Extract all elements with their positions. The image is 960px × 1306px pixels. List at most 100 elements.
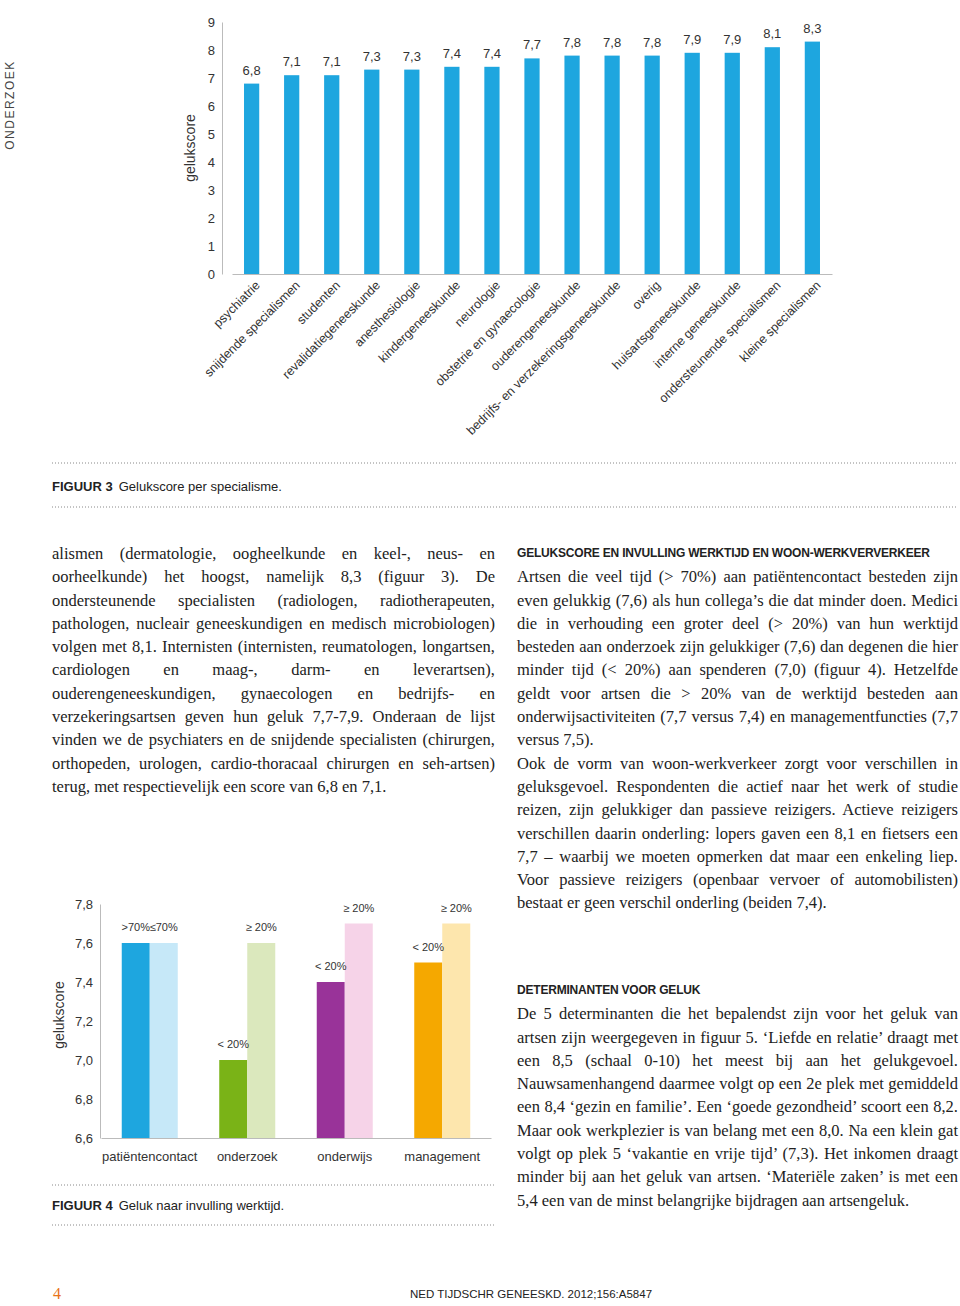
rule <box>52 1185 495 1186</box>
tick: 7 <box>208 71 222 86</box>
tick-label: 7,4 <box>75 975 93 990</box>
paragraph: Artsen die veel tijd (> 70%) aan patiënt… <box>517 565 958 751</box>
data-label: 7,9 <box>683 32 701 47</box>
bar <box>247 943 275 1138</box>
page: 0123456789psychiatriesnijdende specialis… <box>0 0 960 1306</box>
side-label: ONDERZOEK <box>3 60 17 150</box>
tick: 5 <box>208 127 222 142</box>
rule <box>52 1225 495 1226</box>
data-label: 7,8 <box>603 35 621 50</box>
tick: 7,0 <box>75 1053 100 1068</box>
annotation: ≥ 20% <box>441 902 472 914</box>
tick-label: 6,8 <box>75 1092 93 1107</box>
bar <box>150 943 178 1138</box>
tick: overig <box>629 274 663 312</box>
tick: 6,8 <box>75 1092 100 1107</box>
footer: NED TIJDSCHR GENEESKD. 2012;156:A5847 <box>410 1288 652 1300</box>
bar <box>524 58 539 274</box>
tick-label: patiëntencontact <box>102 1149 198 1164</box>
left-column: alismen (dermatologie, oogheelkunde en k… <box>52 542 495 798</box>
annotations: >70%< 20%< 20%< 20%≤70%≥ 20%≥ 20%≥ 20% <box>122 902 473 1051</box>
tick: kindergeneeskunde <box>376 274 463 365</box>
data-label: 7,4 <box>443 46 461 61</box>
bar <box>345 924 373 1139</box>
section: Determinanten voor gelukDe 5 determinant… <box>517 979 958 1212</box>
tick: onderwijs <box>317 1138 372 1164</box>
caption-text: Geluk naar invulling werktijd. <box>119 1198 284 1213</box>
axis-title: gelukscore <box>182 114 198 182</box>
data-labels: 6,87,17,17,37,37,47,47,77,87,87,87,97,98… <box>243 21 822 78</box>
annotation: ≤70% <box>150 921 178 933</box>
tick-label: management <box>404 1149 480 1164</box>
tick: 0 <box>208 267 222 282</box>
data-label: 7,3 <box>403 49 421 64</box>
bar <box>219 1060 247 1138</box>
tick: 6,6 <box>75 1131 100 1146</box>
tick: 4 <box>208 155 222 170</box>
data-label: 6,8 <box>243 63 261 78</box>
tick: onderzoek <box>217 1138 278 1164</box>
caption: FIGUUR 4Geluk naar invulling werktijd. <box>52 1198 284 1213</box>
annotation: < 20% <box>315 960 347 972</box>
tick-label: 2 <box>208 211 215 226</box>
data-label: 7,7 <box>523 37 541 52</box>
bars <box>244 42 820 274</box>
tick-label: onderzoek <box>217 1149 278 1164</box>
tick: 1 <box>208 239 222 254</box>
data-label: 7,3 <box>363 49 381 64</box>
rule <box>52 507 958 508</box>
annotation: >70% <box>122 921 151 933</box>
bar <box>645 56 660 274</box>
tick-label: 1 <box>208 239 215 254</box>
paragraph: alismen (dermatologie, oogheelkunde en k… <box>52 542 495 798</box>
tick-label: kleine specialismen <box>737 278 824 365</box>
bar <box>442 924 470 1139</box>
data-label: 7,1 <box>323 54 341 69</box>
tick: 6 <box>208 99 222 114</box>
caption: FIGUUR 3 Gelukscore per specialisme. <box>52 479 282 494</box>
rule <box>52 463 958 464</box>
bar <box>284 75 299 274</box>
tick-label: 0 <box>208 267 215 282</box>
data-label: 7,8 <box>563 35 581 50</box>
bar <box>685 53 700 274</box>
section-heading: Determinanten voor geluk <box>517 979 958 1002</box>
y-axis: 6,6 6,8 7,0 7,2 7,4 7,6 7,8 <box>75 897 101 1146</box>
data-label: 8,1 <box>763 26 781 41</box>
caption-label: FIGUUR 3 <box>52 479 113 494</box>
section: Gelukscore en invulling werktijd en woon… <box>517 542 958 915</box>
bar <box>414 963 442 1139</box>
tick: management <box>404 1138 480 1164</box>
bar <box>324 75 339 274</box>
tick-label: 3 <box>208 183 215 198</box>
bar <box>725 53 740 274</box>
tick: 2 <box>208 211 222 226</box>
annotation: ≥ 20% <box>246 921 277 933</box>
axis-line <box>233 274 833 275</box>
tick: 8 <box>208 43 222 58</box>
tick: kleine specialismen <box>737 274 824 365</box>
bar <box>805 42 820 274</box>
annotation: < 20% <box>413 941 445 953</box>
bar <box>484 67 499 274</box>
tick-label: 9 <box>208 15 215 30</box>
tick: 9 <box>208 15 222 30</box>
tick-label: 6 <box>208 99 215 114</box>
bar <box>564 56 579 274</box>
data-label: 7,1 <box>283 54 301 69</box>
axis-title: gelukscore <box>51 981 67 1049</box>
tick: bedrijfs- en verzekeringsgeneeskunde <box>464 274 623 438</box>
bar <box>404 70 419 274</box>
bar <box>122 943 150 1138</box>
bar <box>765 47 780 274</box>
tick-label: 7,2 <box>75 1014 93 1029</box>
tick-label: 4 <box>208 155 215 170</box>
tick-label: kindergeneeskunde <box>376 278 463 365</box>
tick-label: bedrijfs- en verzekeringsgeneeskunde <box>464 278 623 437</box>
tick: 7,6 <box>75 936 100 951</box>
tick: 7,8 <box>75 897 100 912</box>
bar <box>604 56 619 274</box>
bar <box>364 70 379 274</box>
caption-text: Gelukscore per specialisme. <box>119 479 282 494</box>
bar <box>444 67 459 274</box>
